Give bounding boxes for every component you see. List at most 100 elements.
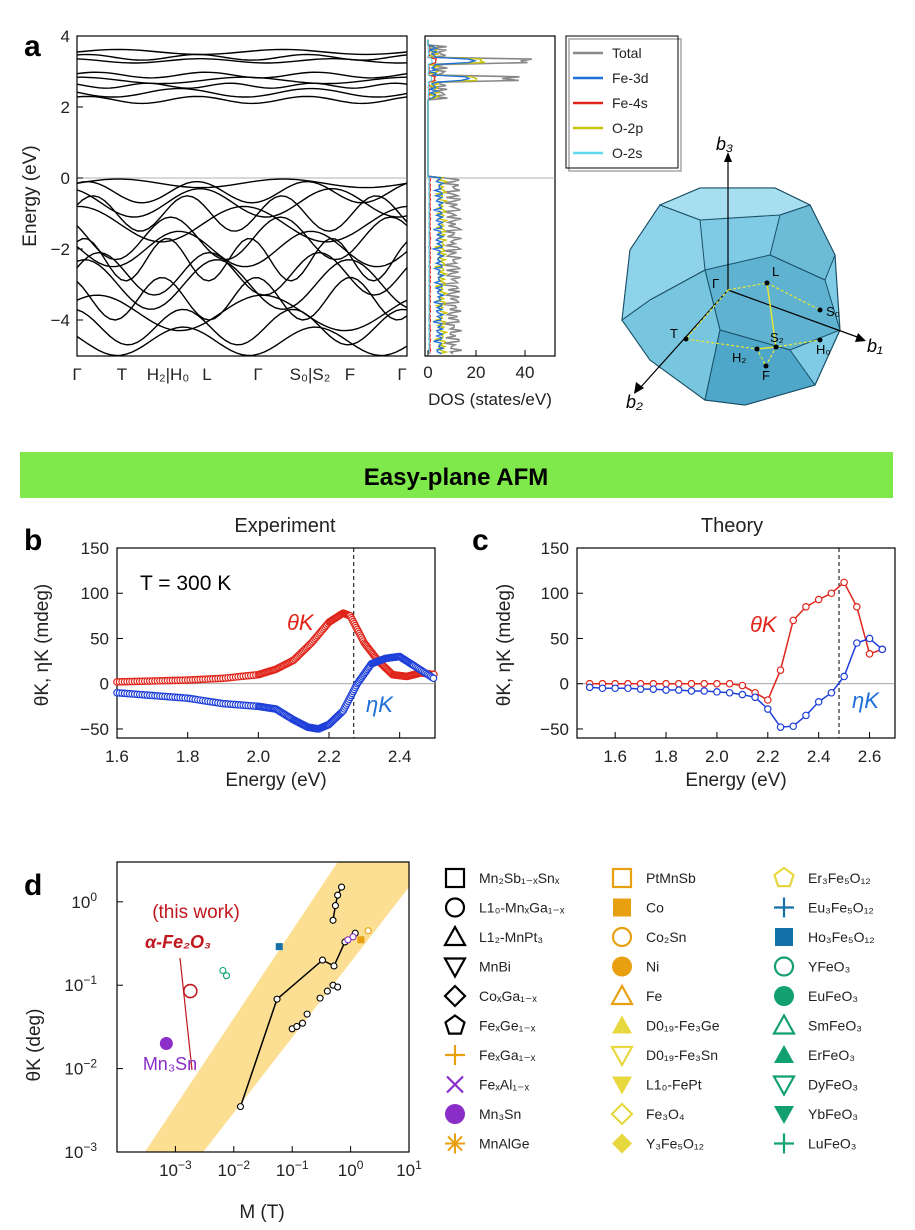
legend-label: Co₂Sn	[646, 929, 686, 945]
dos-fe3d-curve	[427, 39, 478, 355]
legend-label: MnAlGe	[479, 1136, 530, 1152]
panel-b-theta-label: θK	[287, 610, 315, 635]
series-line	[589, 581, 883, 702]
band-ytick: 4	[61, 27, 70, 46]
band-ytick: 2	[61, 98, 70, 117]
band-line	[76, 251, 408, 296]
legend-marker	[445, 1133, 465, 1154]
data-point	[725, 679, 734, 688]
banner	[20, 452, 893, 498]
legend-marker	[774, 986, 794, 1006]
legend-marker	[611, 926, 633, 948]
data-point	[364, 927, 372, 935]
panel-d-xlabel: M (T)	[239, 1202, 284, 1223]
legend-label: Eu₃Fe₅O₁₂	[808, 900, 874, 916]
band-line	[76, 53, 408, 61]
data-point	[763, 705, 772, 713]
y-tick-label: −50	[540, 720, 569, 739]
data-point	[814, 595, 823, 604]
dos-legend-fe4s: Fe-4s	[612, 95, 648, 111]
data-point	[827, 688, 836, 697]
legend-label: Fe	[646, 988, 663, 1004]
x-tick-label: 10−1	[276, 1158, 309, 1180]
dos-legend-o2s: O-2s	[612, 145, 642, 161]
panel-c-letter: c	[472, 524, 489, 557]
data-point	[429, 674, 438, 683]
data-point	[331, 902, 339, 910]
data-point	[598, 684, 607, 693]
kpoint-label: T	[117, 365, 127, 384]
data-point	[349, 933, 357, 941]
band-line	[76, 48, 408, 56]
data-point	[636, 685, 645, 693]
band-line	[76, 87, 408, 98]
data-point	[236, 1103, 245, 1111]
legend-marker	[443, 984, 467, 1008]
x-tick-label: 1.8	[176, 747, 200, 766]
data-point	[323, 987, 331, 995]
band-line	[76, 95, 408, 105]
legend-label: Ni	[646, 959, 659, 975]
brillouin-zone: b₃ b₁ b₂ Γ L S₀ T S₂ H₀ H₂ F	[621, 134, 883, 412]
y-tick-label: 150	[81, 539, 109, 558]
experiment-plot: 1.6 1.8 2.0 2.2 2.4 −50 0 50 100 150	[80, 539, 438, 766]
legend-marker	[774, 1045, 794, 1063]
panel-c-theta-label: θK	[750, 612, 778, 637]
x-tick-label: 2.4	[807, 747, 831, 766]
data-point	[878, 645, 887, 654]
data-point	[159, 1036, 173, 1050]
band-frame	[76, 35, 408, 357]
bz-point-h0: H₀	[816, 342, 831, 357]
panel-a-letter: a	[24, 30, 41, 63]
band-line	[76, 259, 408, 310]
data-point	[674, 679, 683, 688]
band-ytick: 0	[61, 169, 70, 188]
panel-c-title: Theory	[701, 515, 763, 537]
data-point	[334, 891, 342, 899]
legend-marker	[772, 1075, 796, 1097]
panel-b-title: Experiment	[234, 515, 336, 537]
data-point	[865, 634, 874, 643]
kpoint-labels: Γ T H₂|H₀ L Γ S₀|S₂ F Γ	[72, 365, 406, 384]
theory-frame	[576, 547, 896, 739]
x-tick-label: 100	[338, 1158, 364, 1180]
x-tick-label: 10−3	[159, 1158, 192, 1180]
legend-marker	[445, 1104, 465, 1124]
data-point	[298, 1019, 307, 1027]
y-tick-label: 50	[90, 629, 109, 648]
legend-label: Ho₃Fe₅O₁₂	[808, 929, 875, 945]
data-point	[789, 616, 798, 625]
x-tick-label: 10−2	[217, 1158, 250, 1180]
x-tick-label: 2.2	[317, 747, 341, 766]
y-tick-label: 100	[81, 584, 109, 603]
legend-marker	[444, 867, 466, 889]
legend-label: FeₓAl₁₋ₓ	[479, 1077, 529, 1093]
bz-point-gamma: Γ	[712, 276, 719, 291]
legend-label: PtMnSb	[646, 870, 696, 886]
data-point	[802, 603, 810, 611]
data-point	[776, 723, 785, 731]
kpoint-label: S₀|S₂	[290, 365, 331, 384]
annotation-fe2o3: α-Fe₂O₃	[145, 932, 211, 952]
data-point	[649, 685, 658, 693]
panel-c-xlabel: Energy (eV)	[685, 770, 786, 791]
data-point	[585, 683, 594, 692]
legend-label: FeₓGa₁₋ₓ	[479, 1047, 536, 1063]
legend-label: MnBi	[479, 959, 511, 975]
band-line	[76, 326, 408, 357]
legend-marker	[774, 1106, 794, 1124]
y-tick-label: 0	[560, 675, 569, 694]
data-point	[713, 688, 721, 696]
band-line	[76, 276, 408, 321]
y-tick-label: 0	[100, 675, 109, 694]
legend-marker	[443, 957, 467, 979]
legend-label: Er₃Fe₅O₁₂	[808, 870, 871, 886]
legend-marker	[612, 1076, 632, 1095]
legend-marker	[773, 956, 795, 977]
band-line	[76, 195, 408, 232]
data-point	[827, 589, 836, 598]
x-tick-label: 2.4	[388, 747, 412, 766]
dos-curves	[426, 39, 533, 355]
legend-marker	[444, 1014, 466, 1035]
